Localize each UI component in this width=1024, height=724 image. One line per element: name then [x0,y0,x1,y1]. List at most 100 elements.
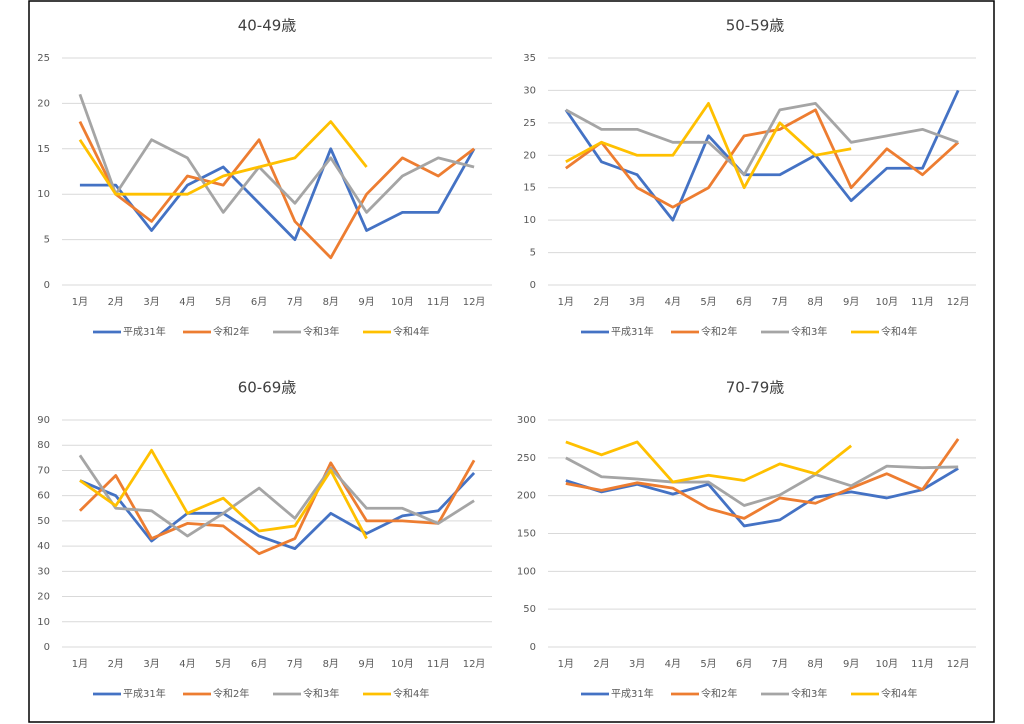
x-tick-label: 10月 [875,296,898,308]
series-line [565,456,959,507]
x-tick-label: 9月 [358,658,374,670]
x-tick-label: 8月 [807,296,823,308]
y-tick-label: 0 [530,280,536,291]
x-tick-label: 4月 [665,296,681,308]
y-tick-label: 15 [523,183,536,194]
x-tick-label: 12月 [947,658,970,670]
legend-label: 平成31年 [611,325,654,338]
series-line [78,93,475,214]
y-tick-label: 20 [37,592,50,603]
frame [28,0,995,723]
x-tick-label: 4月 [179,658,195,670]
y-tick-label: 30 [37,566,50,577]
chart-title: 50-59歳 [726,17,785,35]
x-tick-label: 9月 [843,296,859,308]
y-tick-label: 25 [37,53,50,64]
x-tick-label: 7月 [287,658,303,670]
chart-title: 60-69歳 [238,379,297,397]
y-tick-label: 80 [37,440,50,451]
series-line [565,467,959,528]
legend-label: 令和2年 [213,325,249,338]
y-tick-label: 250 [517,453,536,464]
series-line [565,102,852,190]
x-tick-label: 10月 [391,296,414,308]
legend-label: 平成31年 [123,325,166,338]
y-tick-label: 10 [523,215,536,226]
x-tick-label: 6月 [251,296,267,308]
y-tick-label: 300 [517,415,536,426]
x-tick-label: 6月 [736,658,752,670]
legend-label: 令和2年 [701,687,737,700]
y-tick-label: 50 [523,604,536,615]
series-line [79,448,368,540]
x-tick-label: 5月 [700,658,716,670]
x-tick-label: 7月 [772,658,788,670]
y-tick-label: 20 [37,98,50,109]
x-tick-label: 11月 [911,296,934,308]
y-tick-label: 10 [37,189,50,200]
y-tick-label: 10 [37,617,50,628]
y-tick-label: 0 [44,642,50,653]
x-tick-label: 11月 [427,296,450,308]
series-line [565,440,853,484]
x-tick-label: 5月 [700,296,716,308]
y-tick-label: 35 [523,53,536,64]
x-tick-label: 8月 [323,658,339,670]
x-tick-label: 11月 [427,658,450,670]
y-tick-label: 20 [523,150,536,161]
legend-label: 令和4年 [881,325,917,338]
y-tick-label: 100 [517,566,536,577]
series-line [79,147,476,241]
series-line [565,108,960,209]
y-tick-label: 15 [37,144,50,155]
legend-label: 令和3年 [303,325,339,338]
x-tick-label: 2月 [593,658,609,670]
series-line [79,472,476,551]
x-tick-label: 10月 [875,658,898,670]
x-tick-label: 1月 [72,296,88,308]
x-tick-label: 7月 [772,296,788,308]
x-tick-label: 1月 [558,296,574,308]
x-tick-label: 5月 [215,658,231,670]
legend-label: 令和3年 [303,687,339,700]
x-tick-label: 12月 [463,296,486,308]
x-tick-label: 9月 [843,658,859,670]
x-tick-label: 7月 [287,296,303,308]
series-line [78,459,476,556]
legend-label: 令和3年 [791,687,827,700]
x-tick-label: 3月 [143,658,159,670]
y-tick-label: 70 [37,465,50,476]
x-tick-label: 6月 [736,296,752,308]
legend-label: 令和2年 [701,325,737,338]
legend-label: 令和4年 [881,687,917,700]
y-tick-label: 40 [37,541,50,552]
x-tick-label: 12月 [463,658,486,670]
x-tick-label: 5月 [215,296,231,308]
x-tick-label: 4月 [179,296,195,308]
y-tick-label: 30 [523,85,536,96]
series-line [565,438,960,520]
x-tick-label: 11月 [911,658,934,670]
x-tick-label: 1月 [72,658,88,670]
series-line [78,120,368,196]
legend-label: 平成31年 [611,687,654,700]
x-tick-label: 9月 [358,296,374,308]
series-line [564,89,960,222]
legend-label: 令和2年 [213,687,249,700]
x-tick-label: 3月 [143,296,159,308]
x-tick-label: 6月 [251,658,267,670]
x-tick-label: 2月 [108,296,124,308]
legend-label: 令和4年 [393,687,429,700]
y-tick-label: 0 [44,280,50,291]
y-tick-label: 25 [523,118,536,129]
x-tick-label: 1月 [558,658,574,670]
x-tick-label: 4月 [665,658,681,670]
series-line [78,120,475,260]
chart-title: 40-49歳 [238,17,297,35]
legend-label: 令和4年 [393,325,429,338]
chart-title: 70-79歳 [726,379,785,397]
x-tick-label: 8月 [807,658,823,670]
y-tick-label: 200 [517,491,536,502]
series-line [78,454,475,538]
